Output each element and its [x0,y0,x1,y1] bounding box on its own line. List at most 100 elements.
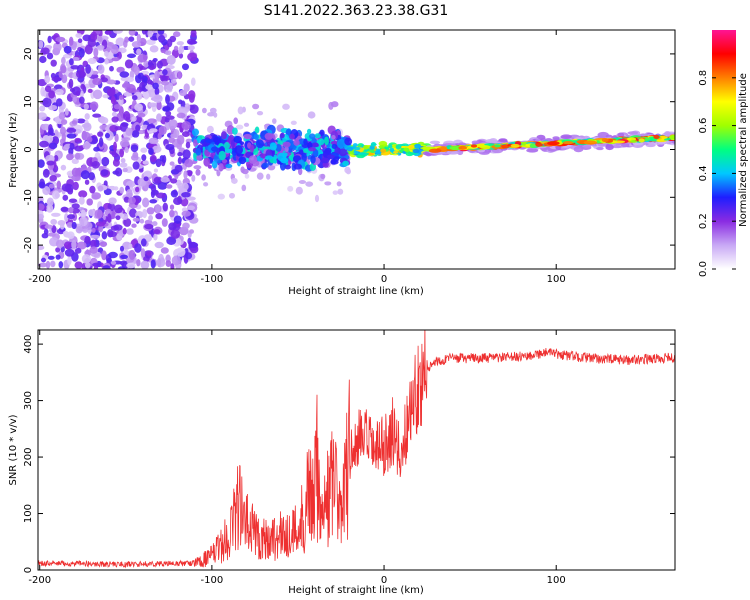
spectrogram-cell [62,230,69,237]
spectrogram-cell [344,137,353,146]
spectrogram-cell [272,118,277,124]
spectrogram-cell [124,59,134,69]
spectrogram-cell [110,260,117,265]
spectrogram-cell [182,149,191,160]
spectrogram-cell [50,218,58,225]
spectrogram-cell [115,37,125,47]
spectrogram-cell [63,45,72,54]
spectrogram-cell [249,144,255,153]
spectrogram-cell [143,170,153,178]
spectrogram-cell [105,30,112,35]
spectrogram-cell [83,122,92,132]
spectrogram-cell [189,229,195,234]
spectrogram-cell [193,139,198,147]
spectrogram-cell [62,194,69,201]
spectrogram-cell [560,134,572,139]
spectrogram-cell [612,145,622,149]
spectrogram-cell [154,241,164,249]
x-tick-label: -200 [28,575,51,586]
spectrogram-cell [306,128,312,135]
spectrogram-cell [132,217,140,222]
spectrogram-cell [149,128,158,133]
spectrogram-cell [47,255,55,260]
spectrogram-cell [324,181,332,186]
spectrogram-cell [162,107,171,112]
spectrogram-cell [627,137,637,141]
spectrogram-cell [38,245,45,251]
spectrogram-cell [145,84,154,90]
spectrogram-cell [153,233,158,241]
spectrogram-cell [128,30,136,36]
spectrogram-cell [74,247,82,254]
spectrogram-cell [69,58,74,66]
spectrogram-cell [113,204,123,214]
spectrogram-cell [114,126,123,131]
spectrogram-cell [61,133,66,143]
spectrogram-cell [282,141,291,148]
spectrogram-cell [156,100,162,111]
spectrogram-cell [47,104,58,111]
spectrogram-cell [187,170,193,177]
spectrogram-cell [78,48,85,58]
spectrogram-cell [171,48,180,59]
spectrogram-cell [310,155,316,164]
colorbar: 0.0 0.2 0.4 0.6 0.8 Normalized spectral ampl… [698,30,749,277]
spectrogram-cell [155,192,166,199]
spectrogram-cell [75,226,83,234]
spectrogram-cell [68,78,74,89]
spectrogram-cell [331,135,336,140]
spectrogram-cell [80,83,86,90]
spectrogram-cell [162,202,168,212]
spectrogram-cell [60,222,65,230]
spectrogram-cell [201,107,207,114]
spectrogram-cell [337,188,344,195]
spectrogram-cell [87,57,97,65]
spectrogram-cell [124,36,130,43]
spectrogram-cell [176,112,186,119]
spectrogram-cell [103,188,112,196]
spectrogram-cell [38,40,44,49]
spectrogram-cell [389,147,395,153]
spectrogram-cell [130,144,139,153]
spectrogram-cell [53,155,59,162]
spectrogram-cell [617,132,625,138]
spectrogram-cell [38,203,45,211]
spectrogram-cell [46,160,55,166]
spectrogram-cell [91,160,100,169]
spectrogram-cell [74,261,83,269]
y-tick-label: 20 [23,48,34,61]
spectrogram-cell [170,78,177,84]
spectrogram-cell [139,218,145,224]
spectrogram-cell [211,160,218,169]
spectrogram-cell [99,77,109,83]
spectrogram-cell [68,198,78,203]
spectrogram-cell [248,155,258,164]
spectrogram-cell [102,94,110,99]
spectrogram-cell [82,228,89,233]
spectrogram-cell [153,168,159,173]
spectrogram-cell [92,113,102,118]
spectrogram-cell [238,156,247,165]
spectrogram-cell [143,91,150,100]
spectrogram-cell [243,133,252,140]
spectrogram-cell [148,215,153,221]
spectrogram-cell [184,103,191,112]
spectrogram-cell [266,173,271,180]
spectrogram-cell [136,33,142,44]
spectrogram-cell [55,247,61,253]
spectrogram-cell [42,186,51,196]
spectrogram-cell [111,116,119,123]
spectrogram-cell [155,212,163,220]
spectrogram-cell [101,231,108,240]
spectrogram-cell [75,33,83,38]
spectrogram-cell [256,111,264,116]
spectrogram-cell [185,252,193,260]
spectrogram-cell [342,160,349,167]
spectrogram-cell [75,90,81,97]
spectrogram-cell [119,186,125,194]
spectrogram-cell [169,161,175,166]
spectrogram-cell [84,44,93,55]
spectrogram-cell [104,50,109,57]
spectrogram-cell [126,228,134,235]
spectrogram-cell [98,137,104,148]
